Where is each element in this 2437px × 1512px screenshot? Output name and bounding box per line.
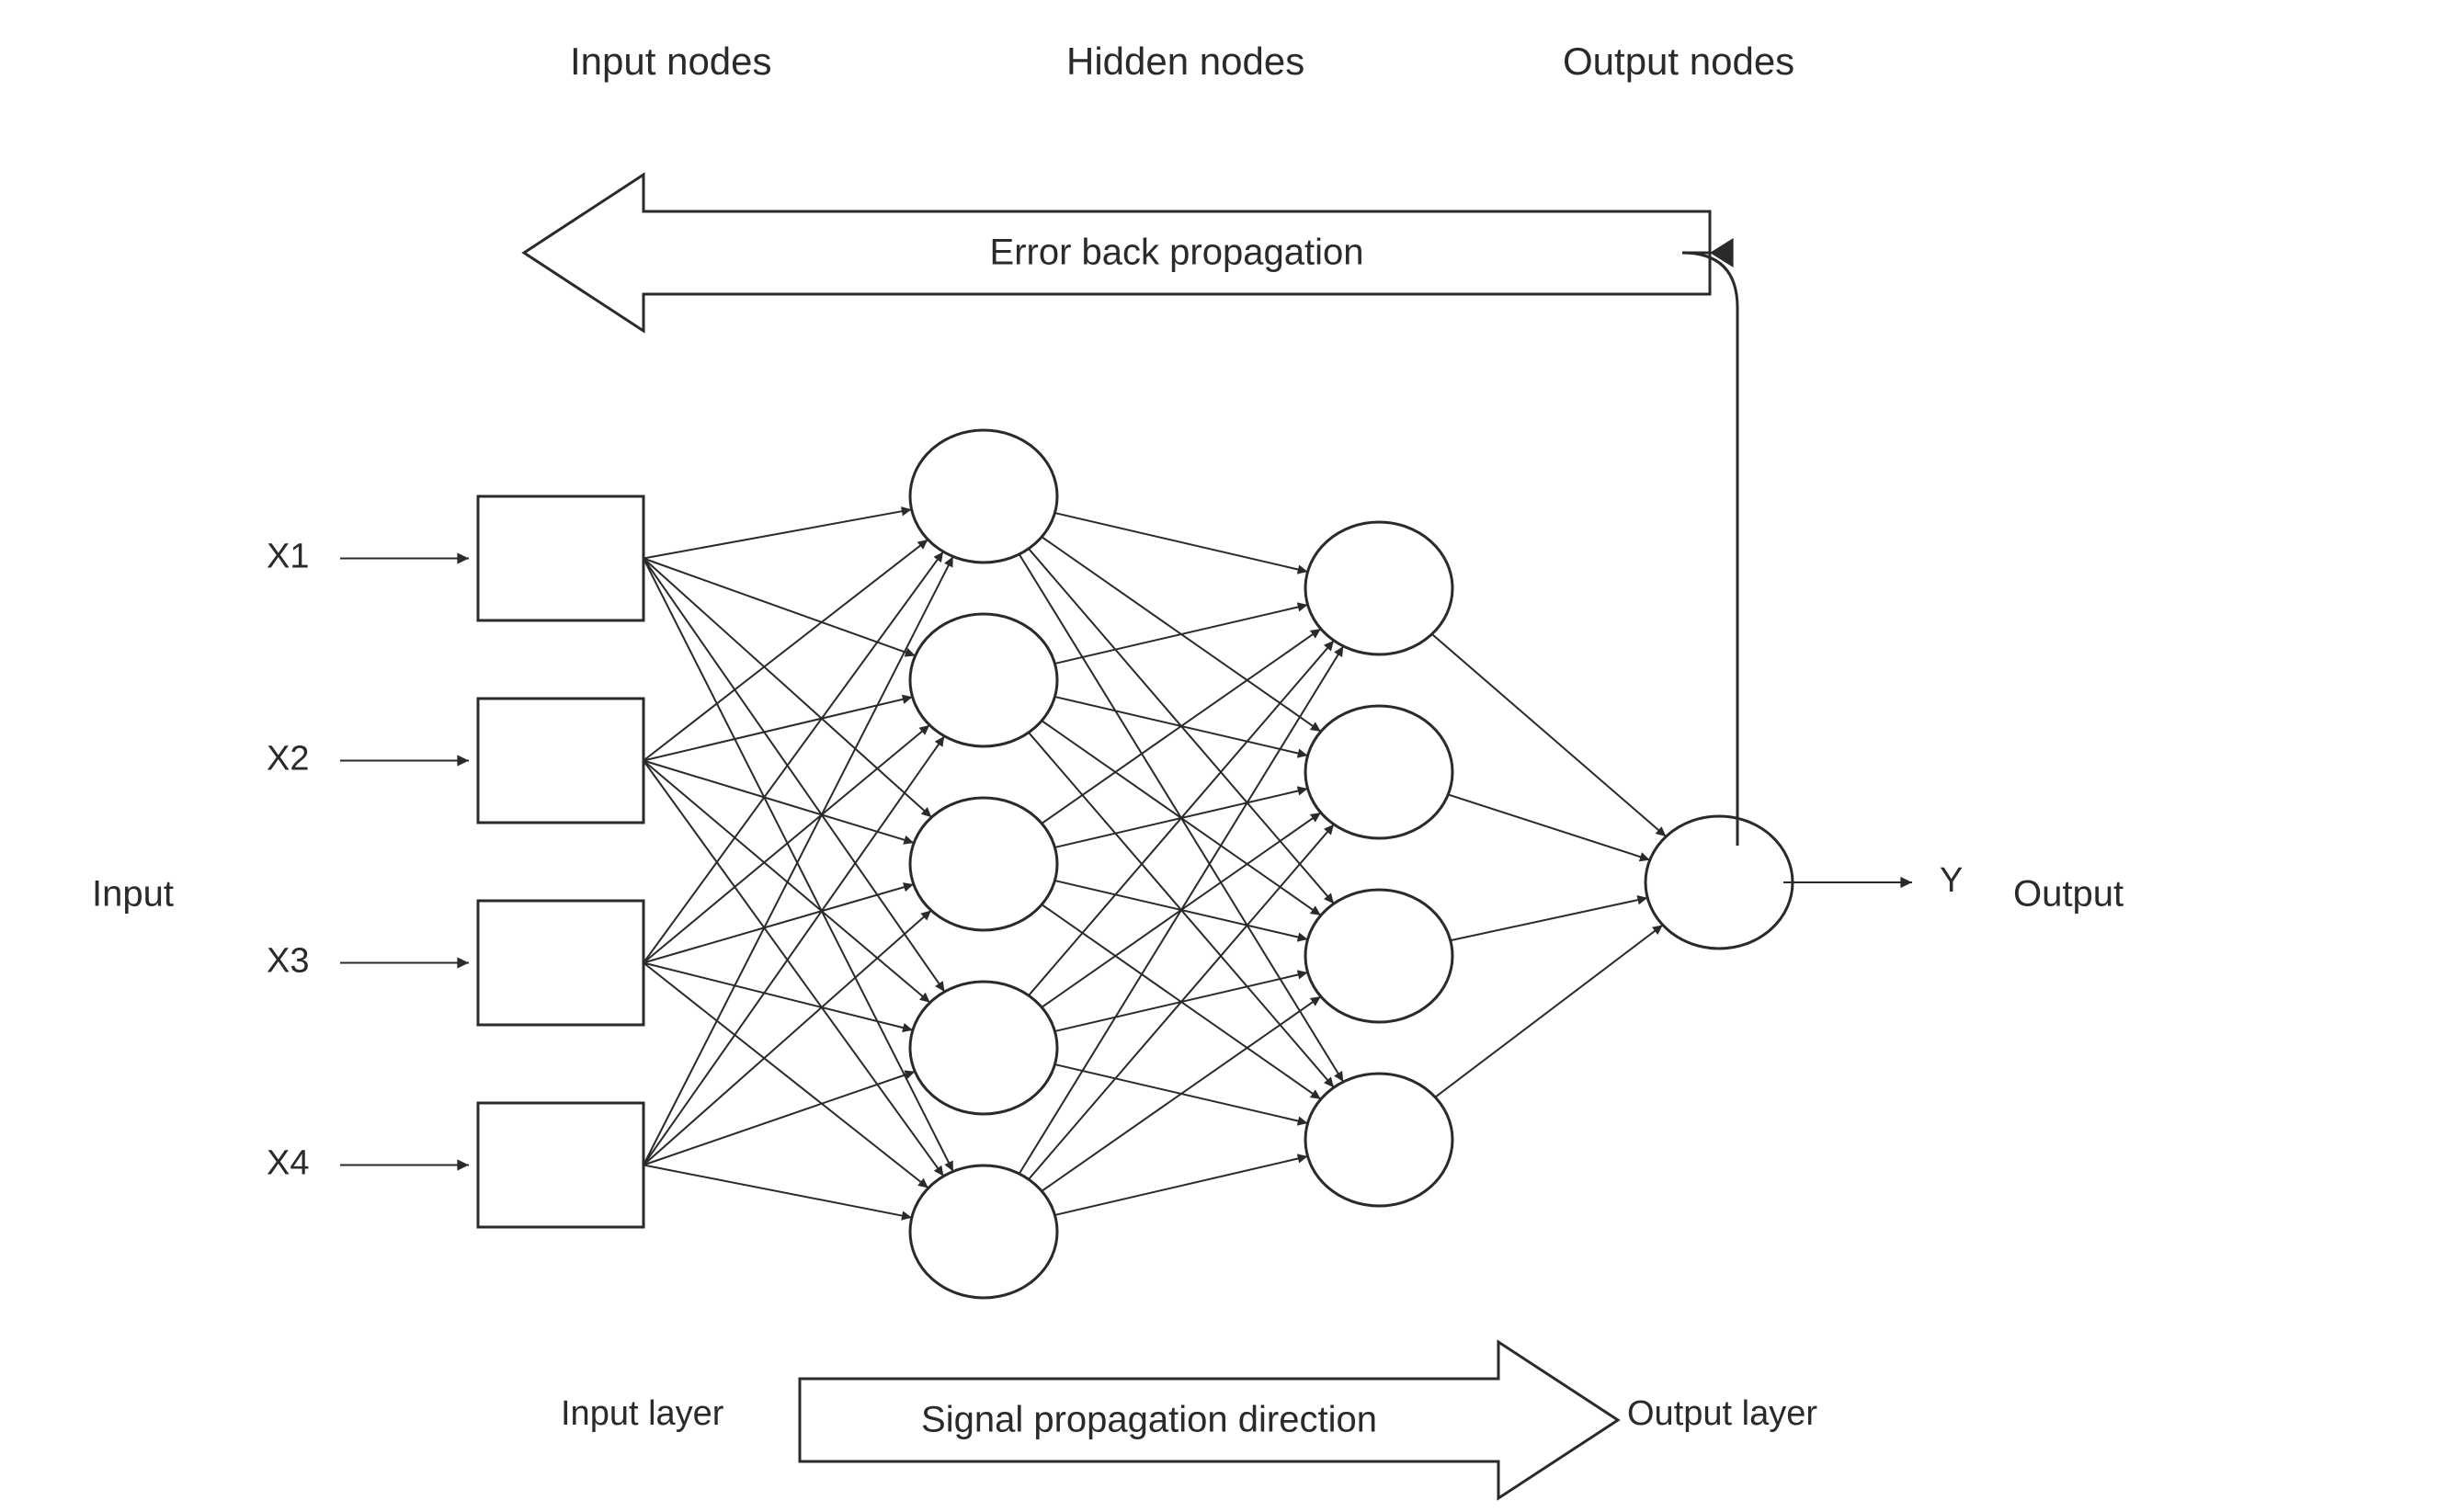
footer-input_layer: Input layer: [561, 1394, 724, 1433]
side-label-input: Input: [92, 874, 174, 915]
hidden2-node-1: [1305, 522, 1452, 654]
connection-arrowhead: [935, 981, 944, 992]
input-label-x1: X1: [267, 538, 309, 576]
hidden1-node-3: [910, 798, 1057, 930]
header-input_nodes: Input nodes: [570, 40, 772, 83]
hidden1-node-2: [910, 614, 1057, 746]
connection-arrowhead: [934, 1165, 944, 1177]
input-arrow-2-arrowhead: [457, 755, 469, 766]
connection: [643, 1165, 912, 1218]
signal-forward-arrow-label: Signal propagation direction: [921, 1400, 1377, 1440]
input-label-x2: X2: [267, 740, 309, 779]
connection: [643, 559, 931, 818]
connection-arrowhead: [1652, 925, 1663, 935]
connection: [984, 646, 1343, 1232]
hidden1-node-5: [910, 1165, 1057, 1298]
connection-arrowhead: [1310, 905, 1321, 915]
input-arrow-4-arrowhead: [457, 1159, 469, 1170]
connection-arrowhead: [917, 540, 928, 550]
hidden2-node-2: [1305, 706, 1452, 838]
connection-arrowhead: [1334, 1071, 1343, 1082]
input-arrow-1-arrowhead: [457, 552, 469, 563]
side-label-output: Output: [2013, 874, 2124, 915]
connection-arrowhead: [1310, 813, 1321, 822]
output-arrow-arrowhead: [1900, 877, 1912, 888]
connection: [643, 910, 931, 1165]
connection: [643, 884, 914, 962]
connection-arrowhead: [1639, 852, 1650, 861]
connection: [643, 551, 943, 962]
input-label-x3: X3: [267, 942, 309, 981]
connection-arrowhead: [1310, 996, 1321, 1006]
connection: [643, 963, 928, 1188]
input-node-3: [478, 901, 643, 1025]
hidden2-node-4: [1305, 1074, 1452, 1206]
connection-arrowhead: [1310, 1089, 1321, 1098]
input-label-x4: X4: [267, 1144, 309, 1183]
output-label-y: Y: [1940, 861, 1963, 900]
connection: [643, 509, 912, 558]
feedback-line: [1682, 253, 1737, 846]
hidden2-node-3: [1305, 890, 1452, 1022]
error-backprop-arrow-label: Error back propagation: [990, 233, 1364, 273]
header-hidden_nodes: Hidden nodes: [1066, 40, 1304, 83]
footer-output_layer: Output layer: [1627, 1394, 1817, 1433]
connection-arrowhead: [1310, 629, 1321, 638]
hidden1-node-1: [910, 430, 1057, 563]
output-node: [1646, 816, 1793, 949]
connection-arrowhead: [934, 551, 944, 563]
connection-arrowhead: [935, 736, 944, 747]
input-arrow-3-arrowhead: [457, 957, 469, 968]
connection-arrowhead: [1334, 646, 1343, 657]
hidden1-node-4: [910, 982, 1057, 1114]
connection-arrowhead: [917, 1178, 928, 1188]
connection-arrowhead: [1310, 722, 1321, 731]
input-node-1: [478, 496, 643, 620]
connection: [643, 725, 929, 963]
neural-network-diagram: X1 X2 X3 X4 Y Input Output Input nodes Hidden no…: [0, 0, 2437, 1512]
input-node-4: [478, 1103, 643, 1227]
connection: [984, 496, 1343, 1082]
input-node-2: [478, 699, 643, 823]
header-output_nodes: Output nodes: [1563, 40, 1794, 83]
